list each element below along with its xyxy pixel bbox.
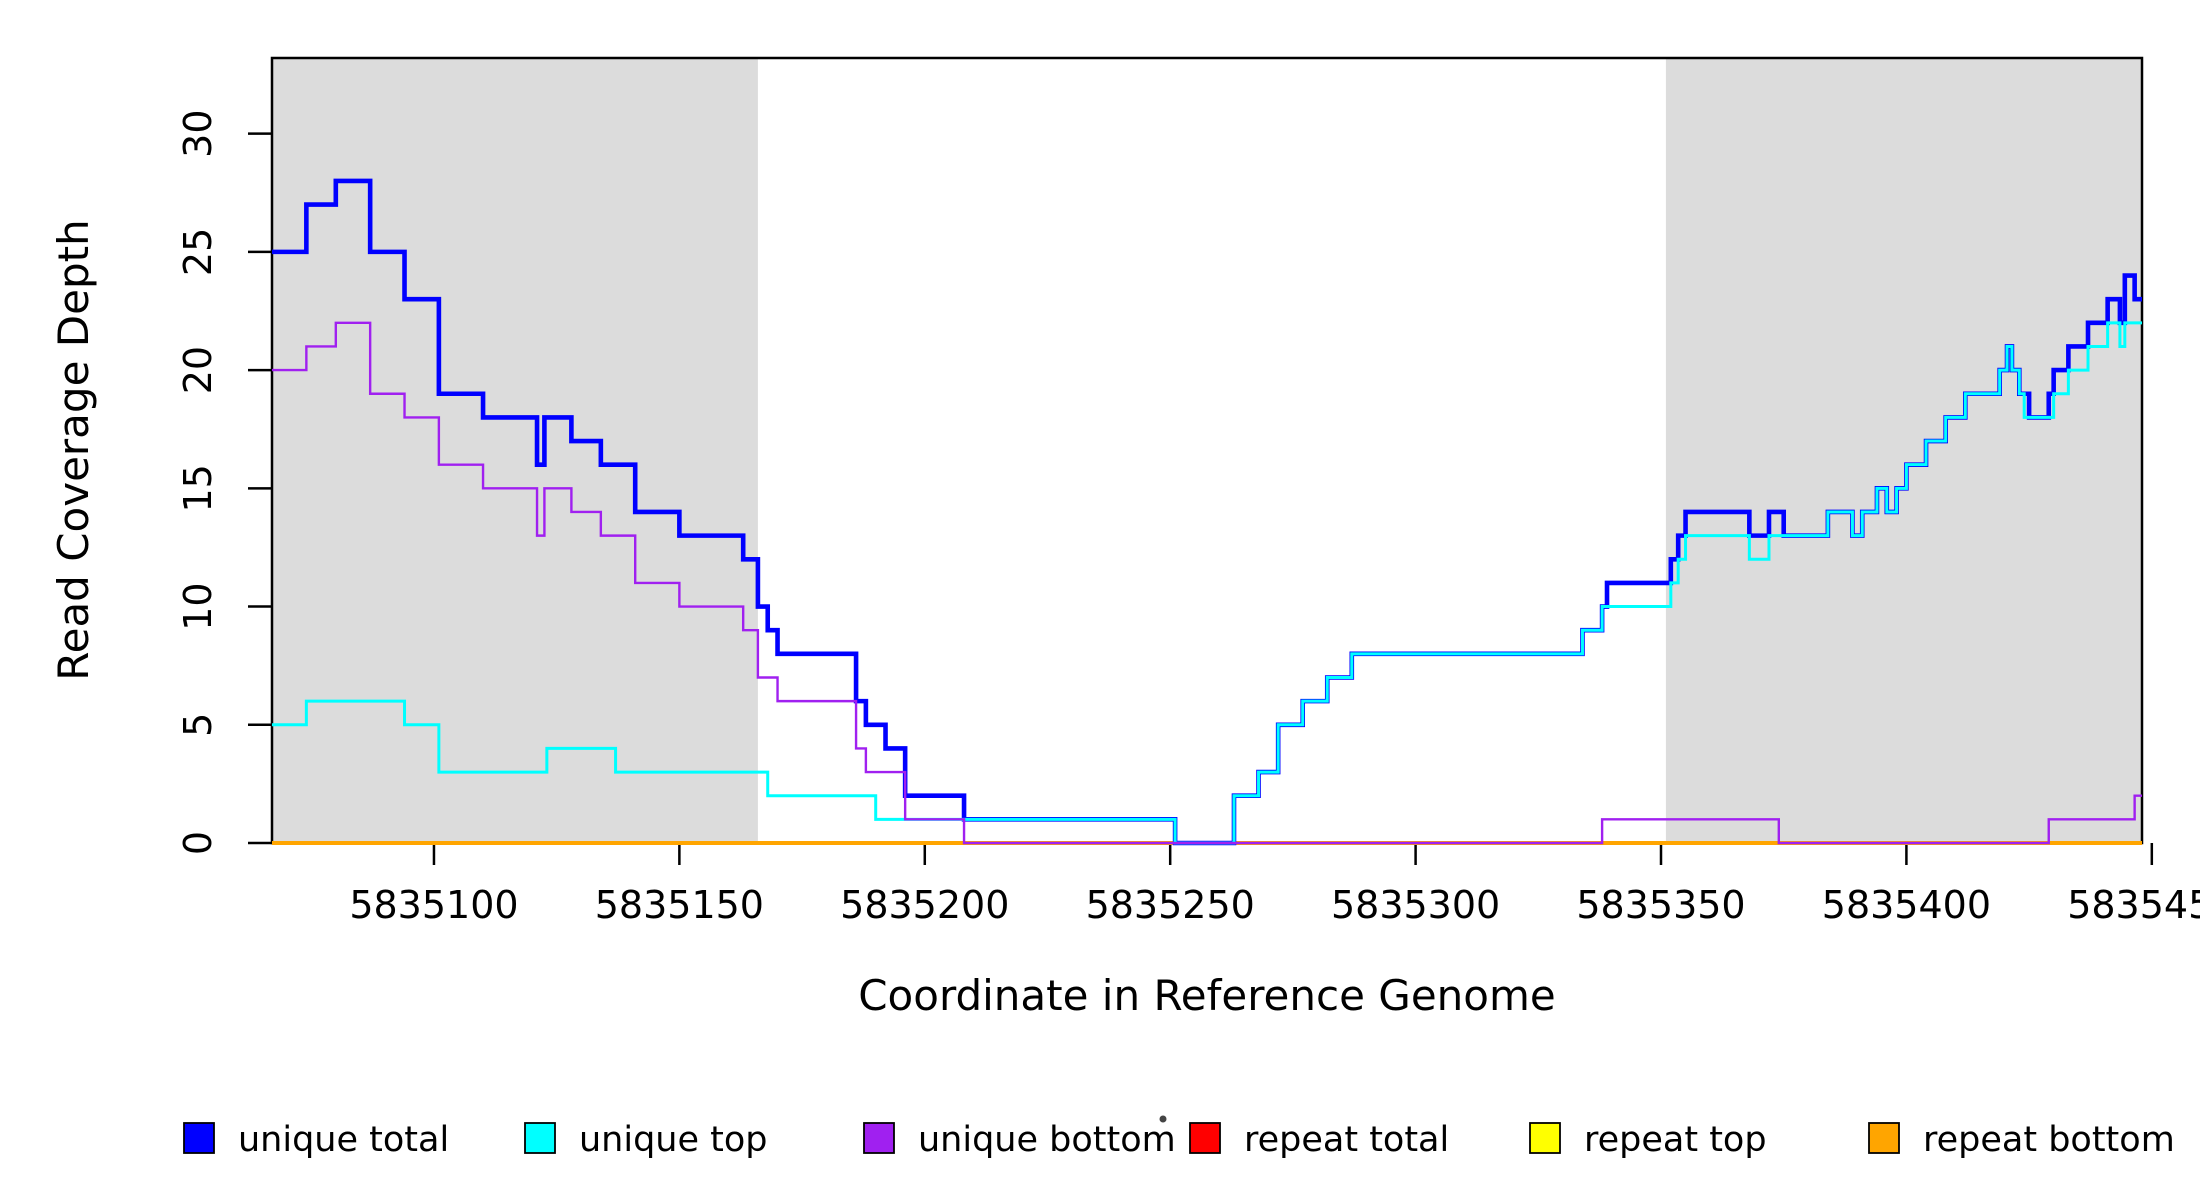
x-tick-label: 5835100 <box>349 883 518 927</box>
legend-swatch <box>1529 1122 1561 1154</box>
y-tick-label: 5 <box>176 713 220 737</box>
y-tick-label: 0 <box>176 831 220 855</box>
x-tick-label: 5835400 <box>1822 883 1991 927</box>
y-tick-label: 15 <box>176 464 220 512</box>
legend-swatch <box>183 1122 215 1154</box>
legend-item-repeat-total: repeat total <box>1189 1120 1449 1160</box>
legend-item-repeat-top: repeat top <box>1529 1120 1767 1160</box>
legend-swatch <box>1189 1122 1221 1154</box>
legend-item-unique-top: unique top <box>524 1120 768 1160</box>
shaded-region <box>272 58 758 843</box>
legend-swatch <box>1868 1122 1900 1154</box>
legend-item-repeat-bottom: repeat bottom <box>1868 1120 2175 1160</box>
legend-swatch <box>863 1122 895 1154</box>
y-tick-label: 30 <box>176 109 220 157</box>
data-series <box>272 178 2142 846</box>
series-unique-bottom <box>272 321 2142 845</box>
y-axis-title: Read Coverage Depth <box>49 219 98 680</box>
x-tick-label: 5835150 <box>595 883 764 927</box>
x-tick-label: 5835250 <box>1086 883 1255 927</box>
legend-label: repeat total <box>1244 1120 1449 1160</box>
legend-label: repeat top <box>1584 1120 1767 1160</box>
x-tick-label: 5835200 <box>840 883 1009 927</box>
x-tick-label: 5835450 <box>2067 883 2200 927</box>
y-axis-ticks: 0 5 10 15 20 25 30 <box>176 109 272 855</box>
x-tick-label: 5835350 <box>1576 883 1745 927</box>
legend-label: unique top <box>579 1120 768 1160</box>
x-tick-label: 5835300 <box>1331 883 1500 927</box>
y-tick-label: 10 <box>176 582 220 630</box>
y-tick-label: 20 <box>176 346 220 394</box>
x-axis-ticks: 5835100 5835150 5835200 5835250 5835300 58353… <box>349 843 2200 927</box>
legend-item-unique-total: unique total <box>183 1120 449 1160</box>
legend-label: unique bottom <box>918 1120 1176 1160</box>
legend-label: repeat bottom <box>1923 1120 2175 1160</box>
x-axis-title: Coordinate in Reference Genome <box>858 971 1556 1020</box>
shaded-region <box>1665 58 2142 843</box>
legend-swatch <box>524 1122 556 1154</box>
y-tick-label: 25 <box>176 228 220 276</box>
legend: unique total unique top unique bottom repea… <box>183 1120 2175 1160</box>
legend-item-unique-bottom: unique bottom <box>863 1120 1176 1160</box>
shaded-regions <box>272 58 2142 843</box>
stray-dot <box>1159 1115 1167 1123</box>
legend-label: unique total <box>238 1120 449 1160</box>
